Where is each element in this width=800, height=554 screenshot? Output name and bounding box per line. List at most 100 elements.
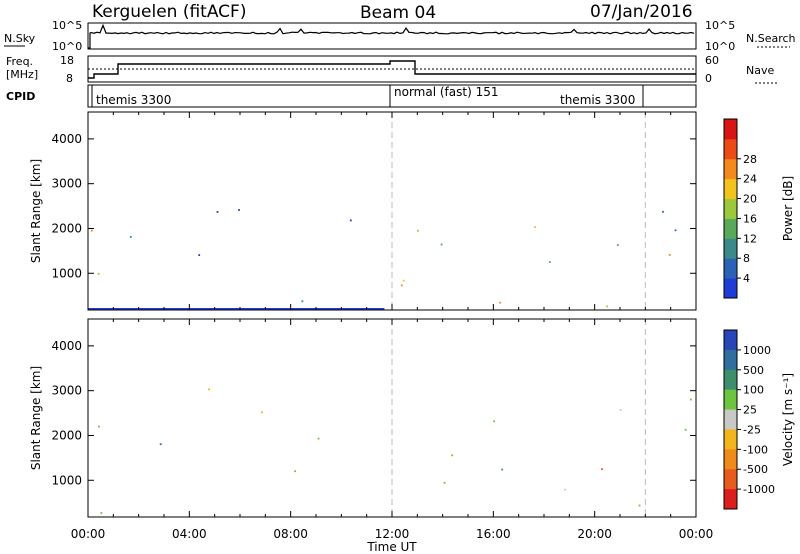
frequency-line [88,60,696,79]
velocity-cell [493,420,495,423]
cpid-mode-3: themis 3300 [560,93,635,107]
cpid-mode-2: normal (fast) 151 [394,85,498,99]
power-colorbar-swatch [724,278,737,299]
power-cell [674,229,677,232]
noise-search-label: N.Search [746,32,796,45]
power-cell [301,300,304,303]
velocity-colorbar-tick-label: -25 [743,423,761,436]
power-ytick-label: 4000 [51,132,82,146]
noise-sky-label: N.Sky [4,32,36,45]
power-colorbar-tick-label: 24 [743,173,757,186]
velocity-cell [501,468,504,471]
power-ytick-label: 3000 [51,177,82,191]
power-colorbar-swatch [724,119,737,140]
noise-panel: N.Sky 10^5 10^0 10^5 10^0 N.Search [4,19,796,53]
power-cell [534,226,536,228]
power-colorbar-tick-label: 16 [743,212,757,225]
velocity-panel: 1000 2000 3000 4000 Slant Range [km] [29,318,697,518]
velocity-colorbar-tick-label: 500 [743,364,764,377]
power-cell [417,229,419,232]
velocity-cell [564,488,567,491]
velocity-ytick-label: 3000 [51,384,82,398]
power-colorbar-tick-label: 8 [743,252,750,265]
velocity-colorbar-swatch [724,429,737,450]
power-colorbar-swatch [724,158,737,180]
beam-title: Beam 04 [360,3,436,23]
velocity-colorbar-swatch [724,389,737,411]
velocity-colorbar-tick-label: -1000 [743,483,775,496]
velocity-colorbar-swatch [724,330,737,351]
velocity-colorbar: 1000 500 100 25 -25 -100 -500 -1000 Velocity [m … [723,329,795,510]
velocity-cell [684,428,687,431]
velocity-colorbar-swatch [724,409,737,430]
date-title: 07/Jan/2016 [590,2,693,22]
velocity-colorbar-frame [723,329,738,510]
time-tick-label: 12:00 [375,527,410,541]
power-colorbar-tick-label: 20 [743,193,757,206]
power-cell [499,301,502,304]
nave-tick-bottom: 0 [705,72,712,85]
power-cell [440,243,443,246]
time-tick-label: 08:00 [273,527,308,541]
power-cell [198,254,201,256]
velocity-colorbar-swatch [724,349,737,371]
velocity-heatmap-cells [98,388,692,514]
noise-right-tick-top: 10^5 [705,19,735,32]
power-colorbar-tick-label: 12 [743,232,757,245]
power-colorbar-swatch [724,238,737,259]
power-ylabel: Slant Range [km] [29,159,43,263]
power-heatmap-cells [88,209,677,310]
velocity-colorbar-tick-label: 1000 [743,344,771,357]
time-tick-label: 16:00 [476,527,511,541]
velocity-cell [159,443,162,446]
freq-label: Freq. [6,55,33,68]
time-tick-label: 00:00 [71,527,106,541]
station-title: Kerguelen (fitACF) [92,2,246,22]
power-colorbar-swatch [724,198,737,219]
power-cell [549,261,551,263]
velocity-cell [601,468,603,471]
velocity-cell [208,388,210,391]
power-ytick-label: 2000 [51,221,82,235]
power-cell [91,229,93,232]
noise-right-tick-bottom: 10^0 [705,40,735,53]
velocity-colorbar-tick-label: -500 [743,463,768,476]
time-tick-label: 20:00 [577,527,612,541]
nave-tick-top: 60 [705,54,719,67]
noise-left-tick-bottom: 10^0 [52,40,82,53]
power-panel: 1000 2000 3000 4000 Slant Range [km] [29,111,697,311]
velocity-colorbar-swatch [724,489,737,510]
power-cell [668,254,671,256]
velocity-ytick-label: 1000 [51,473,82,487]
power-cell [616,244,619,246]
freq-tick-bottom: 8 [66,72,73,85]
power-cell [400,284,403,287]
velocity-cell [261,411,263,414]
velocity-colorbar-tick-label: 25 [743,404,757,417]
velocity-cell [451,454,454,457]
power-ytick-label: 1000 [51,266,82,280]
power-cell [402,279,405,282]
velocity-cell [294,470,296,473]
velocity-colorbar-tick-label: 100 [743,384,764,397]
time-axis-label: Time UT [366,540,417,554]
freq-panel: Freq. [MHz] 18 8 60 0 Nave [6,54,778,85]
noise-left-tick-top: 10^5 [52,19,82,32]
power-cell [129,236,132,238]
power-cell [662,210,664,213]
velocity-cell [690,398,692,401]
power-colorbar-frame [723,118,738,299]
freq-tick-top: 18 [60,54,74,67]
power-colorbar-swatch [724,138,737,160]
power-colorbar-tick-label: 28 [743,153,757,166]
velocity-frame [87,318,697,518]
power-colorbar-swatch [724,258,737,279]
power-cell [216,211,219,213]
cpid-mode-1: themis 3300 [96,93,171,107]
power-colorbar-label: Power [dB] [781,176,795,241]
nave-label: Nave [746,64,774,77]
power-frame [87,111,697,311]
velocity-cell [317,437,320,440]
time-axis: 00:00 04:00 08:00 12:00 16:00 20:00 00:00 [71,527,714,541]
